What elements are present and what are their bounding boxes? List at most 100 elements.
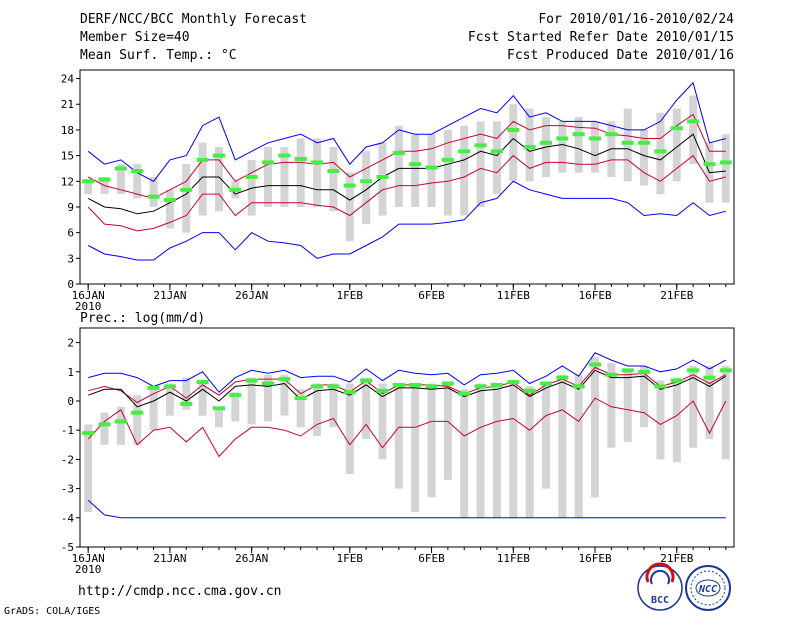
prec-box [509,380,518,518]
temp-box [591,121,600,173]
temp-median-marker [392,151,405,156]
prec-median-marker [507,380,520,385]
prec-median-marker [294,396,307,401]
prec-box [640,365,649,428]
prec-xtick-label: 26JAN [235,552,268,565]
temp-median-marker [670,126,683,131]
prec-median-marker [441,381,454,386]
prec-xtick-label: 11FEB [497,552,530,565]
grads-credit: GrADS: COLA/IGES [4,606,100,617]
prec-median-marker [360,378,373,383]
prec-median-marker [556,375,569,380]
temp-median-marker [114,166,127,171]
temp-series-max [87,81,726,182]
temp-box [525,108,534,182]
prec-ytick-label: 0 [67,395,74,408]
temp-median-marker [212,153,225,158]
temp-median-marker [163,198,176,203]
prec-median-marker [474,384,487,389]
prec-ytick-label: -4 [61,512,75,525]
prec-box [394,383,403,489]
temp-ytick-label: 24 [61,73,75,86]
temp-ytick-label: 9 [67,201,74,214]
ncc-logo: NCC [685,565,731,611]
temp-box [427,134,436,207]
temp-median-marker [229,187,242,192]
temp-box [296,138,305,207]
temp-ytick-label: 18 [61,124,74,137]
temp-xtick-label: 21FEB [660,289,693,302]
prec-box [247,377,256,425]
prec-median-marker [539,381,552,386]
prec-median-marker [343,390,356,395]
prec-median-marker [147,385,160,390]
prec-box [280,374,289,416]
prec-xtick-year: 2010 [75,563,102,576]
temp-median-marker [572,132,585,137]
prec-median-marker [490,382,503,387]
temp-ytick-label: 21 [61,98,74,111]
temp-median-marker [490,149,503,154]
temp-ytick-label: 0 [67,278,74,291]
temp-box [182,164,191,233]
prec-box [672,377,681,463]
prec-box [116,406,125,445]
prec-median-marker [262,381,275,386]
prec-frame [79,327,735,548]
prec-median-marker [638,369,651,374]
temp-box [476,121,485,207]
temp-median-marker [458,149,471,154]
prec-box [574,374,583,518]
temp-median-marker [425,165,438,170]
prec-box [476,383,485,518]
temp-median-marker [441,157,454,162]
temp-xtick-year: 2010 [75,300,102,313]
bcc-logo-text: BCC [651,595,669,606]
temp-box [672,108,681,182]
temp-median-marker [507,127,520,132]
temp-box [84,181,93,195]
prec-median-marker [703,375,716,380]
temp-box [558,121,567,173]
prec-series-lower [87,397,727,458]
prec-median-marker [212,406,225,411]
member-size: Member Size=40 [80,30,190,45]
temp-xtick-label: 21JAN [153,289,186,302]
prec-box [84,424,93,512]
temp-median-marker [147,194,160,199]
temp-median-marker [180,187,193,192]
prec-box [607,363,616,448]
prec-series-min [87,499,726,519]
prec-series-max [88,352,727,393]
prec-box [558,374,567,518]
temp-series-mean [87,133,726,215]
temp-median-marker [311,160,324,165]
prec-box [345,383,354,474]
prec-xtick-label: 16FEB [578,552,611,565]
prec-median-marker [278,377,291,382]
temp-box [116,164,125,195]
prec-ytick-label: 1 [67,366,74,379]
temp-box [411,134,420,207]
prec-median-marker [572,384,585,389]
temp-box [165,189,174,229]
prec-median-marker [654,384,667,389]
temp-median-marker [589,136,602,141]
prec-median-marker [621,368,634,373]
temp-xtick-label: 6FEB [418,289,445,302]
temp-median-marker [687,119,700,124]
prec-median-marker [82,431,95,436]
temp-box [574,117,583,173]
temp-xtick-label: 11FEB [497,289,530,302]
temp-frame [79,69,735,285]
variable-label: Mean Surf. Temp.: °C [80,48,237,63]
chart-title: DERF/NCC/BCC Monthly Forecast [80,12,307,27]
temp-series-min [87,180,726,261]
forecast-started-date: Fcst Started Refer Date 2010/01/15 [468,30,734,45]
temp-ytick-label: 12 [61,175,74,188]
temp-median-marker [343,183,356,188]
prec-median-marker [163,384,176,389]
forecast-produced-date: Fcst Produced Date 2010/01/16 [507,48,734,63]
temp-box [689,95,698,165]
